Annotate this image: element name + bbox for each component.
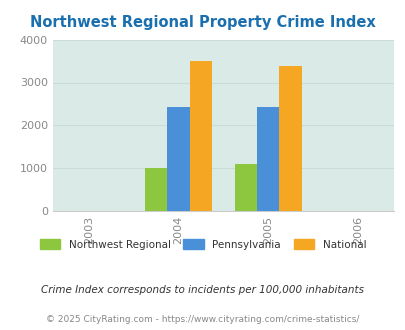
Bar bbox=[145, 168, 167, 211]
Legend: Northwest Regional, Pennsylvania, National: Northwest Regional, Pennsylvania, Nation… bbox=[35, 235, 370, 254]
Text: Crime Index corresponds to incidents per 100,000 inhabitants: Crime Index corresponds to incidents per… bbox=[41, 285, 364, 295]
Bar bbox=[167, 107, 189, 211]
Bar bbox=[256, 107, 279, 211]
Text: © 2025 CityRating.com - https://www.cityrating.com/crime-statistics/: © 2025 CityRating.com - https://www.city… bbox=[46, 315, 359, 324]
Bar bbox=[234, 164, 256, 211]
Bar bbox=[189, 61, 211, 211]
Text: Northwest Regional Property Crime Index: Northwest Regional Property Crime Index bbox=[30, 15, 375, 30]
Bar bbox=[279, 66, 301, 211]
